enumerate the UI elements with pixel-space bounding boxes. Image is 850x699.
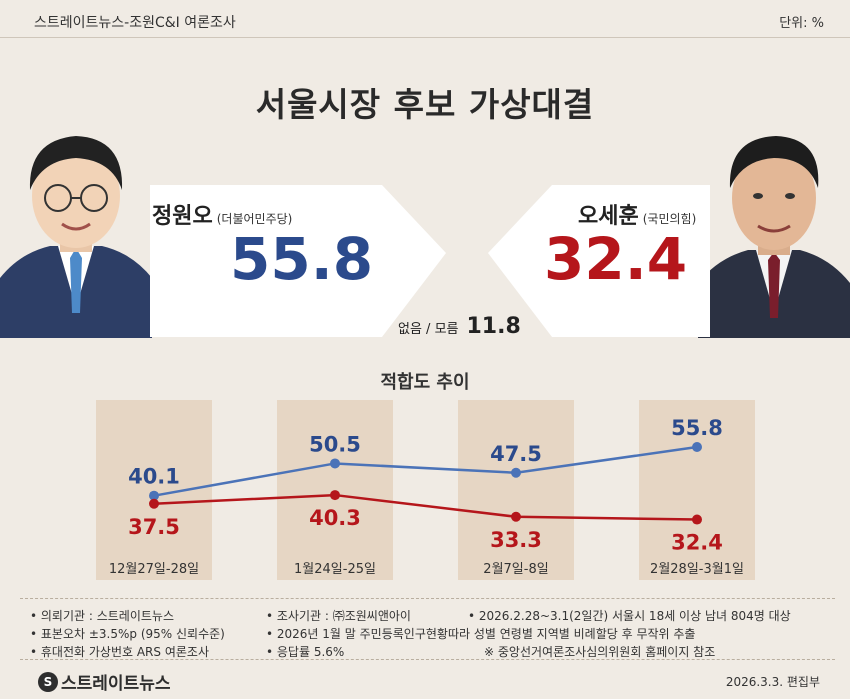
undecided-value: 11.8 bbox=[466, 314, 521, 339]
data-label: 33.3 bbox=[490, 528, 542, 552]
data-label: 40.3 bbox=[309, 506, 361, 530]
candidate-photo-left bbox=[0, 108, 152, 338]
category-column bbox=[458, 400, 574, 580]
undecided-block: 없음 / 모름 11.8 bbox=[398, 314, 521, 339]
page-title: 서울시장 후보 가상대결 bbox=[255, 85, 595, 124]
publisher-logo: S 스트레이트뉴스 bbox=[38, 669, 171, 694]
data-label: 50.5 bbox=[309, 432, 361, 456]
category-label: 2월7일-8일 bbox=[483, 562, 548, 577]
note-error: • 표본오차 ±3.5%p (95% 신뢰수준) bbox=[30, 627, 225, 641]
category-column bbox=[96, 400, 212, 580]
note-client: • 의뢰기관 : 스트레이트뉴스 bbox=[30, 609, 175, 623]
panel-arrow-left bbox=[150, 185, 446, 337]
category-label: 12월27일-28일 bbox=[109, 562, 199, 577]
note-response: • 응답률 5.6% bbox=[266, 645, 345, 659]
series-point bbox=[511, 467, 521, 478]
survey-notes: • 의뢰기관 : 스트레이트뉴스 • 조사기관 : ㈜조원씨앤아이 • 2026… bbox=[20, 598, 835, 660]
note-agency: • 조사기관 : ㈜조원씨앤아이 bbox=[266, 609, 411, 623]
note-reference: ※ 중앙선거여론조사심의위원회 홈페이지 참조 bbox=[484, 645, 716, 659]
category-label: 2월28일-3월1일 bbox=[650, 562, 744, 577]
credit-line: 2026.3.3. 편집부 bbox=[725, 675, 820, 689]
logo-text: 스트레이트뉴스 bbox=[61, 674, 171, 694]
series-point bbox=[511, 511, 521, 522]
candidate-name-text: 오세훈 bbox=[578, 204, 639, 229]
candidate-value-left: 55.8 bbox=[230, 225, 374, 293]
candidate-panel-right: 오세훈 (국민의힘) 32.4 bbox=[488, 185, 710, 337]
data-label: 47.5 bbox=[490, 442, 542, 466]
series-point bbox=[330, 490, 340, 501]
data-label: 40.1 bbox=[128, 465, 180, 489]
series-point bbox=[149, 490, 159, 501]
candidate-value-right: 32.4 bbox=[544, 225, 688, 293]
data-label: 55.8 bbox=[671, 416, 723, 440]
candidate-name-left: 정원오 (더불어민주당) bbox=[152, 198, 292, 230]
candidate-photo-right bbox=[698, 108, 850, 338]
top-divider bbox=[0, 37, 850, 38]
candidate-panel-left: 정원오 (더불어민주당) 55.8 bbox=[150, 185, 446, 337]
survey-source: 스트레이트뉴스-조원C&I 여론조사 bbox=[34, 15, 236, 31]
data-label: 37.5 bbox=[128, 515, 180, 539]
unit-label: 단위: % bbox=[779, 16, 824, 31]
candidate-party-left: (더불어민주당) bbox=[216, 212, 293, 226]
series-point bbox=[692, 514, 702, 525]
candidate-party-right: (국민의힘) bbox=[642, 212, 697, 226]
series-line-0 bbox=[153, 445, 698, 497]
candidate-name-text: 정원오 bbox=[152, 204, 213, 229]
series-line-1 bbox=[153, 493, 698, 521]
series-point bbox=[149, 498, 159, 509]
series-point bbox=[692, 442, 702, 453]
trend-chart: 12월27일-28일 1월24일-25일 2월7일-8일 2월28일-3월1일 40.1… bbox=[96, 400, 755, 580]
chart-title: 적합도 추이 bbox=[380, 372, 470, 393]
note-period: • 2026.2.28~3.1(2일간) 서울시 18세 이상 남녀 804명 … bbox=[468, 609, 791, 623]
category-label: 1월24일-25일 bbox=[294, 562, 376, 577]
candidate-name-right: 오세훈 (국민의힘) bbox=[578, 198, 696, 230]
note-sampling: • 2026년 1월 말 주민등록인구현황따라 성별 연령별 지역별 비례할당 … bbox=[266, 627, 696, 641]
data-label: 32.4 bbox=[671, 531, 723, 555]
note-method: • 휴대전화 가상번호 ARS 여론조사 bbox=[30, 645, 209, 659]
top-bar: 스트레이트뉴스-조원C&I 여론조사 단위: % bbox=[0, 0, 850, 38]
panel-arrow-right bbox=[488, 185, 710, 337]
series-point bbox=[330, 458, 340, 469]
undecided-label: 없음 / 모름 bbox=[398, 322, 459, 337]
category-column bbox=[639, 400, 755, 580]
logo-icon: S bbox=[38, 671, 58, 692]
category-column bbox=[277, 400, 393, 580]
